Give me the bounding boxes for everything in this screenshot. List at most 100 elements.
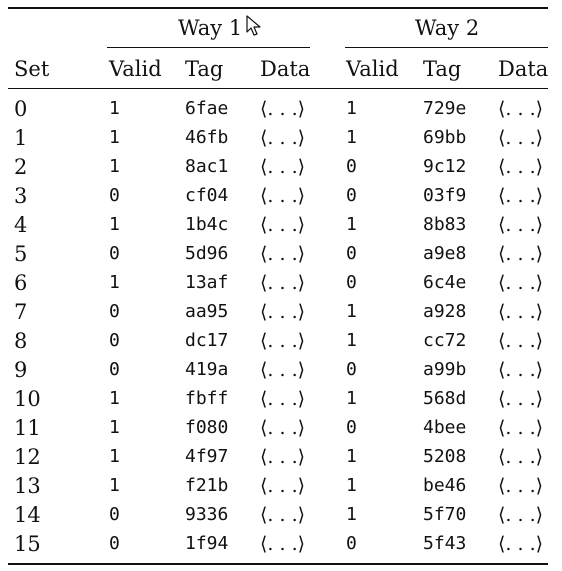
set-index-cell: 1 [14,126,28,150]
way1-valid-cell: 0 [109,504,120,525]
way2-valid-cell: 1 [346,330,357,351]
way2-data-cell: ⟨. . .⟩ [498,301,544,323]
way2-valid-header: Valid [346,57,399,81]
way1-tag-cell: 4f97 [185,446,229,467]
way1-tag-cell: f080 [185,417,229,438]
way1-tag-header: Tag [185,57,224,81]
way1-data-cell: ⟨. . .⟩ [260,301,306,323]
way2-tag-cell: cc72 [423,330,467,351]
way2-tag-cell: 4bee [423,417,467,438]
set-index-cell: 15 [14,532,41,556]
way1-data-cell: ⟨. . .⟩ [260,98,306,120]
way2-tag-header: Tag [423,57,462,81]
way2-tag-cell: 69bb [423,127,467,148]
way2-data-cell: ⟨. . .⟩ [498,185,544,207]
way1-valid-cell: 1 [109,214,120,235]
way2-tag-cell: 03f9 [423,185,467,206]
way1-tag-cell: 1b4c [185,214,229,235]
way1-valid-cell: 1 [109,98,120,119]
way1-valid-cell: 0 [109,359,120,380]
way2-valid-cell: 0 [346,156,357,177]
way1-tag-cell: 1f94 [185,533,229,554]
way1-header: Way 1 [178,16,243,40]
mouse-pointer-icon [246,15,261,36]
way1-tag-cell: fbff [185,388,229,409]
way2-tag-cell: be46 [423,475,467,496]
way1-data-cell: ⟨. . .⟩ [260,359,306,381]
way1-data-cell: ⟨. . .⟩ [260,272,306,294]
way2-data-cell: ⟨. . .⟩ [498,98,544,120]
way1-valid-cell: 0 [109,243,120,264]
way2-data-cell: ⟨. . .⟩ [498,243,544,265]
way2-data-cell: ⟨. . .⟩ [498,417,544,439]
way1-data-header: Data [260,57,311,81]
way1-data-cell: ⟨. . .⟩ [260,417,306,439]
way2-valid-cell: 0 [346,533,357,554]
way2-valid-cell: 0 [346,417,357,438]
way1-valid-cell: 0 [109,330,120,351]
way2-valid-cell: 1 [346,388,357,409]
set-index-cell: 5 [14,242,28,266]
way2-data-cell: ⟨. . .⟩ [498,475,544,497]
set-index-cell: 3 [14,184,28,208]
way2-tag-cell: a928 [423,301,467,322]
way2-data-cell: ⟨. . .⟩ [498,359,544,381]
way1-data-cell: ⟨. . .⟩ [260,475,306,497]
way1-tag-cell: f21b [185,475,229,496]
way1-tag-cell: 46fb [185,127,229,148]
way1-data-cell: ⟨. . .⟩ [260,533,306,555]
way1-tag-cell: 6fae [185,98,229,119]
way1-valid-cell: 1 [109,417,120,438]
way1-valid-header: Valid [109,57,162,81]
way1-data-cell: ⟨. . .⟩ [260,388,306,410]
way2-tag-cell: a99b [423,359,467,380]
way2-data-cell: ⟨. . .⟩ [498,388,544,410]
way2-tag-cell: 5f43 [423,533,467,554]
way2-tag-cell: 729e [423,98,467,119]
way2-data-cell: ⟨. . .⟩ [498,330,544,352]
set-index-cell: 9 [14,358,28,382]
way2-tag-cell: 568d [423,388,467,409]
way1-data-cell: ⟨. . .⟩ [260,127,306,149]
way2-tag-cell: 5f70 [423,504,467,525]
way2-valid-cell: 1 [346,98,357,119]
way2-data-cell: ⟨. . .⟩ [498,446,544,468]
way2-valid-cell: 0 [346,185,357,206]
way2-valid-cell: 0 [346,359,357,380]
way1-data-cell: ⟨. . .⟩ [260,243,306,265]
set-index-cell: 0 [14,97,28,121]
way1-tag-cell: 5d96 [185,243,229,264]
way2-data-cell: ⟨. . .⟩ [498,214,544,236]
set-index-cell: 6 [14,271,28,295]
way2-valid-cell: 0 [346,243,357,264]
way1-valid-cell: 0 [109,533,120,554]
way1-valid-cell: 0 [109,185,120,206]
way1-valid-cell: 1 [109,475,120,496]
header-mid-rule [8,88,548,89]
way2-valid-cell: 1 [346,504,357,525]
way2-data-header: Data [498,57,549,81]
way1-tag-cell: 13af [185,272,229,293]
set-index-cell: 8 [14,329,28,353]
way2-data-cell: ⟨. . .⟩ [498,272,544,294]
way2-valid-cell: 1 [346,446,357,467]
way2-tag-cell: 9c12 [423,156,467,177]
way1-valid-cell: 0 [109,301,120,322]
way1-data-cell: ⟨. . .⟩ [260,214,306,236]
way2-data-cell: ⟨. . .⟩ [498,533,544,555]
way2-tag-cell: 6c4e [423,272,467,293]
way2-tag-cell: a9e8 [423,243,467,264]
top-rule [8,7,548,9]
set-column-header: Set [14,57,50,81]
way2-header: Way 2 [415,16,480,40]
way1-data-cell: ⟨. . .⟩ [260,185,306,207]
way2-valid-cell: 1 [346,301,357,322]
way1-data-cell: ⟨. . .⟩ [260,330,306,352]
set-index-cell: 7 [14,300,28,324]
way1-header-rule [107,47,310,48]
set-index-cell: 12 [14,445,41,469]
way1-valid-cell: 1 [109,156,120,177]
way1-data-cell: ⟨. . .⟩ [260,156,306,178]
way1-tag-cell: 419a [185,359,229,380]
way1-tag-cell: dc17 [185,330,229,351]
